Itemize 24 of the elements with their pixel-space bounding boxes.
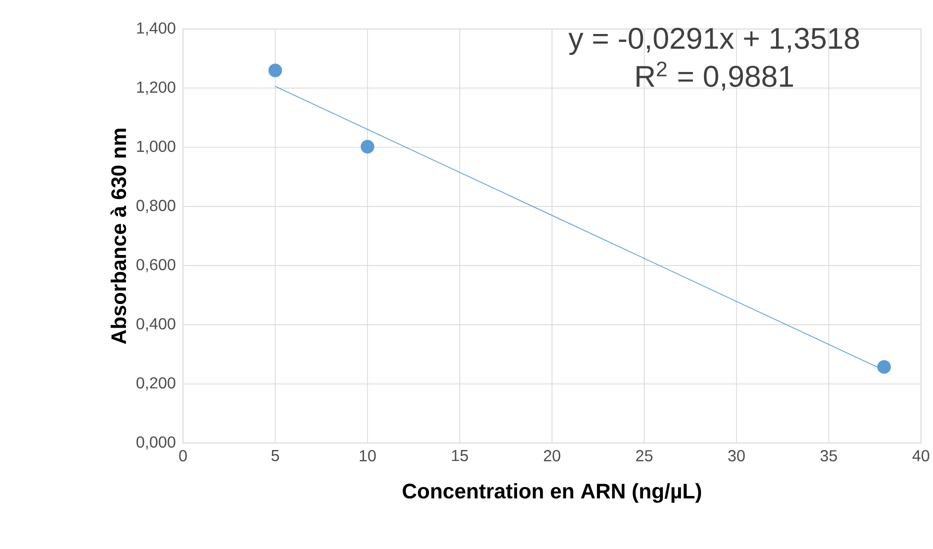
point bbox=[360, 140, 374, 154]
y-tick-label: 0,800 bbox=[136, 200, 176, 214]
y-tick-label: 0,000 bbox=[136, 436, 176, 450]
x-tick-label: 20 bbox=[544, 450, 560, 462]
x-axis-title: Concentration en ARN (ng/µL) bbox=[402, 483, 702, 503]
y-tick-label: 0,200 bbox=[136, 377, 176, 390]
x-tick-label: 10 bbox=[360, 450, 376, 462]
point bbox=[877, 360, 891, 374]
x-tick-label: 35 bbox=[820, 450, 837, 462]
y-axis-title: Absorbance à 630 nm bbox=[110, 128, 126, 344]
annotation: y = -0,0291x + 1,3518 bbox=[568, 28, 859, 55]
x-tick-label: 40 bbox=[912, 450, 930, 462]
point bbox=[268, 64, 282, 78]
x-tick-label: 30 bbox=[728, 450, 745, 462]
annotation: R$^{2}$ = 0,9881 bbox=[636, 62, 793, 91]
y-tick-label: 1,200 bbox=[137, 82, 176, 95]
y-tick-label: 0,600 bbox=[136, 258, 176, 272]
x-tick-label: 15 bbox=[452, 450, 468, 462]
y-tick-label: 1,400 bbox=[137, 22, 176, 36]
x-tick-label: 5 bbox=[271, 450, 280, 462]
y-tick-label: 1,000 bbox=[137, 140, 176, 154]
x-tick-label: 25 bbox=[636, 450, 652, 462]
y-tick-label: 0,400 bbox=[136, 318, 176, 332]
x-tick-label: 0 bbox=[179, 450, 187, 462]
